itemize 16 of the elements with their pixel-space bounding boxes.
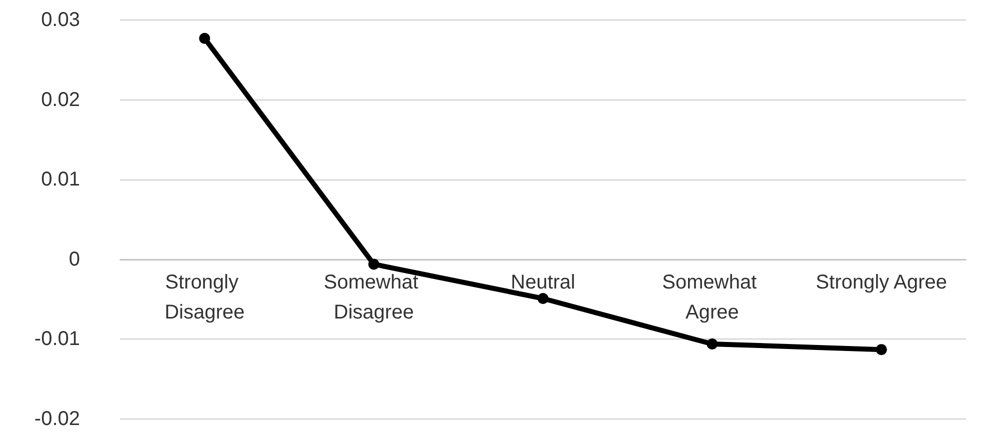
x-tick-label: Strongly Agree [816, 271, 947, 294]
y-tick-label: 0 [68, 248, 80, 270]
point [538, 293, 548, 304]
point [706, 338, 718, 350]
point [199, 32, 210, 44]
x-tick-label: Somewhat Agree [662, 271, 762, 324]
y-tick-label: 0.01 [41, 168, 80, 191]
x-tick-label: Strongly Disagree [164, 271, 245, 324]
y-tick-label: 0.03 [41, 9, 80, 31]
x-tick-label: Neutral [510, 271, 576, 294]
point [876, 344, 887, 356]
x-tick-label: Somewhat Disagree [324, 271, 424, 324]
y-tick-label: -0.01 [34, 328, 80, 350]
y-tick-label: 0.02 [41, 88, 80, 111]
y-tick-label: -0.02 [34, 408, 80, 430]
point [368, 258, 380, 270]
